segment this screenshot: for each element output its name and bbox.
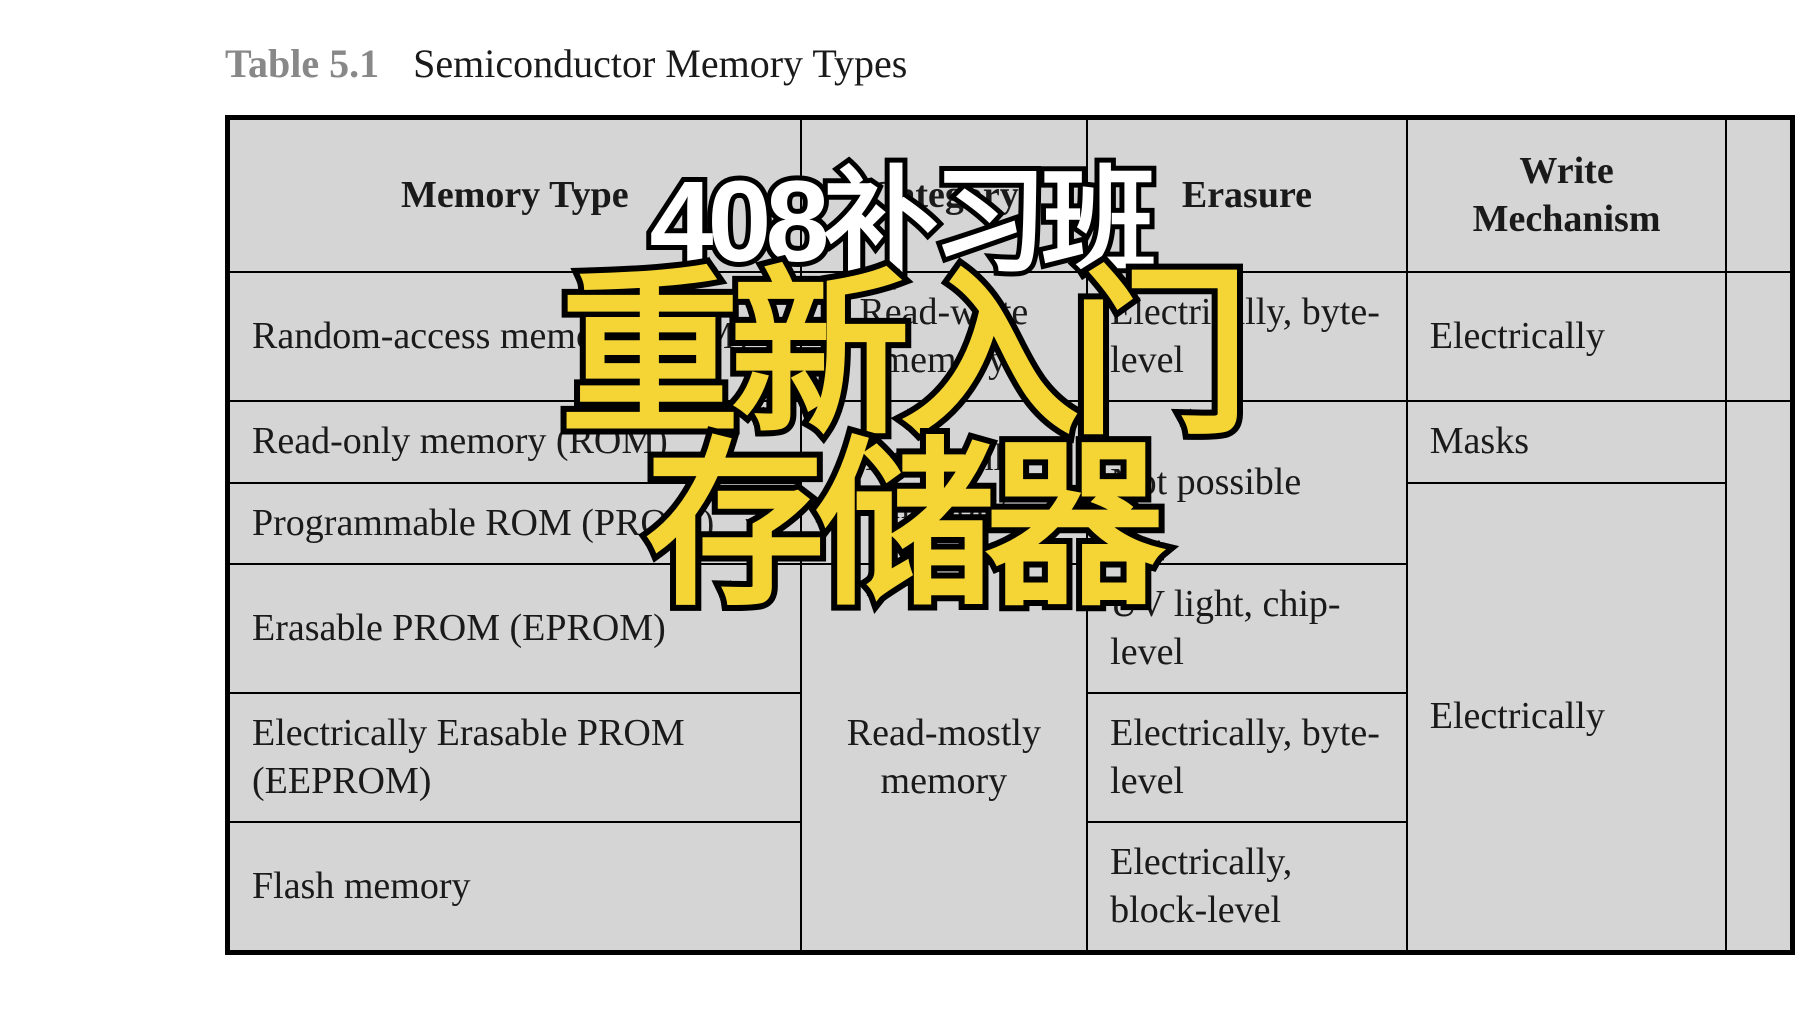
cell-ram-type: Random-access memory (RAM)	[228, 272, 801, 401]
cell-eeprom-type: Electrically Erasable PROM (EEPROM)	[228, 693, 801, 822]
table-row: Read-only memory (ROM) Read-only memory …	[228, 401, 1793, 483]
cell-ram-category: Read-write memory	[801, 272, 1088, 401]
cell-prom-type: Programmable ROM (PROM)	[228, 483, 801, 565]
caption-title: Semiconductor Memory Types	[413, 41, 907, 86]
cell-electrically-write: Electrically	[1407, 483, 1727, 953]
cell-eprom-type: Erasable PROM (EPROM)	[228, 564, 801, 693]
cell-flash-erasure: Electrically, block-level	[1087, 822, 1407, 953]
cell-readmostly-category: Read-mostly memory	[801, 564, 1088, 953]
cell-rom-write: Masks	[1407, 401, 1727, 483]
table-caption: Table 5.1 Semiconductor Memory Types	[225, 40, 1800, 87]
header-volatility	[1726, 118, 1792, 273]
header-memory-type: Memory Type	[228, 118, 801, 273]
cell-nonvolatile	[1726, 401, 1792, 953]
cell-flash-type: Flash memory	[228, 822, 801, 953]
cell-rom-category: Read-only memory	[801, 401, 1088, 564]
table-row: Random-access memory (RAM) Read-write me…	[228, 272, 1793, 401]
cell-rom-type: Read-only memory (ROM)	[228, 401, 801, 483]
header-erasure: Erasure	[1087, 118, 1407, 273]
cell-eeprom-erasure: Electrically, byte-level	[1087, 693, 1407, 822]
cell-eprom-erasure: UV light, chip-level	[1087, 564, 1407, 693]
cell-rom-erasure: Not possible	[1087, 401, 1407, 564]
cell-ram-erasure: Electrically, byte-level	[1087, 272, 1407, 401]
memory-types-table: Memory Type Category Erasure Write Mecha…	[225, 115, 1795, 955]
cell-ram-vol	[1726, 272, 1792, 401]
header-write-mechanism: Write Mechanism	[1407, 118, 1727, 273]
caption-label: Table 5.1	[225, 41, 379, 86]
cell-ram-write: Electrically	[1407, 272, 1727, 401]
header-category: Category	[801, 118, 1088, 273]
table-header-row: Memory Type Category Erasure Write Mecha…	[228, 118, 1793, 273]
